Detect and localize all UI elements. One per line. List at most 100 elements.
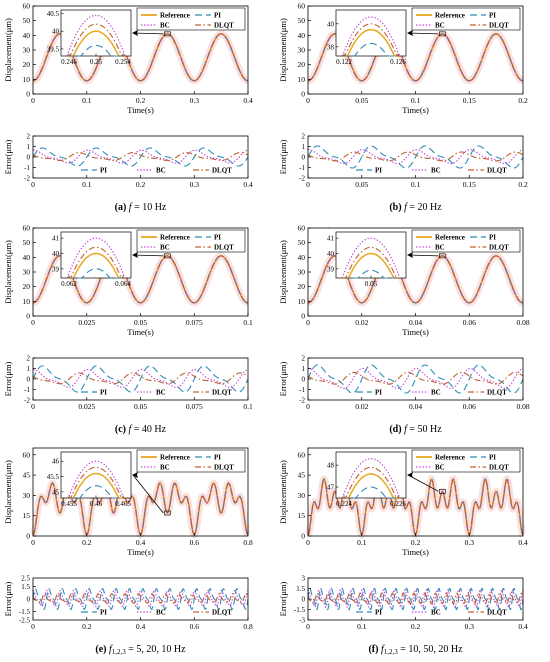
y-tick-label: 30 [23, 268, 31, 277]
y-tick-label: 50 [298, 238, 306, 247]
inset-y-tick-label: 40 [52, 250, 60, 258]
inset-y-tick-label: 39.5 [47, 45, 60, 53]
y-tick-label: 0 [26, 532, 30, 541]
y-tick-label: 30 [298, 46, 306, 55]
inset-series-reference-line [67, 252, 125, 279]
y-tick-label: 60 [23, 224, 31, 233]
y-tick-label: 20 [298, 60, 306, 69]
inset-series-reference-line [342, 252, 400, 279]
inset-y-tick-label: 41 [52, 235, 60, 243]
y-tick-label: 40 [298, 31, 306, 40]
error-x-tick-label: 0.4 [136, 622, 146, 631]
inset-series-reference-line [67, 30, 125, 57]
error-series-bc-line [32, 149, 249, 164]
error-legend-label-bc: BC [156, 389, 166, 397]
x-tick-label: 0.1 [82, 96, 92, 105]
error-y-tick-label: -2.5 [19, 617, 31, 625]
zoom-inset-frame [60, 9, 132, 57]
error-series-dlqt-line [307, 592, 524, 605]
error-y-axis-label: Error(μm) [3, 361, 13, 396]
y-tick-label: 60 [298, 450, 306, 459]
inset-x-tick-label: 0.46 [90, 500, 103, 508]
y-tick-label: 15 [298, 511, 306, 520]
panel-b: 0 0.05 0.1 0.15 0.20102030405060Time(s)Displ… [278, 2, 528, 214]
legend-label-pi: PI [489, 454, 496, 462]
x-tick-label: 0 [306, 318, 310, 327]
error-x-tick-label: 0.08 [516, 402, 529, 411]
error-series-bc-line [307, 367, 524, 389]
inset-y-tick-label: 48 [327, 462, 335, 470]
error-x-tick-label: 0.3 [465, 622, 475, 631]
caption-variable: f [404, 424, 408, 435]
zoom-arrow-line [132, 254, 164, 257]
zoom-inset-frame [60, 451, 132, 499]
error-y-tick-label: 1 [27, 365, 31, 373]
caption-variable: f [404, 202, 408, 213]
zoom-region-marker [164, 253, 171, 259]
error-y-tick-label: -2 [24, 397, 30, 405]
error-y-tick-label: 0 [27, 596, 31, 604]
error-x-tick-label: 0.1 [357, 622, 367, 631]
x-tick-label: 0.15 [463, 96, 476, 105]
error-y-tick-label: 0 [27, 376, 31, 384]
error-series-pi-line [307, 145, 524, 169]
x-tick-label: 0.02 [355, 318, 368, 327]
caption-subscript: 1,2,3 [384, 648, 399, 656]
error-y-tick-label: -1.5 [19, 608, 31, 616]
error-series-pi-line [32, 588, 249, 610]
y-tick-label: 30 [23, 491, 31, 500]
inset-y-tick-label: 41 [327, 235, 335, 243]
error-x-tick-label: 0.025 [78, 402, 95, 411]
zoom-arrow-head [132, 30, 138, 36]
legend-label-reference: Reference [160, 454, 190, 462]
inset-y-tick-label: 40.5 [47, 10, 60, 18]
y-tick-label: 45 [23, 471, 31, 480]
inset-series-pi-line [67, 44, 125, 57]
inset-series-bc-line [341, 16, 401, 57]
x-tick-label: 0.05 [134, 318, 147, 327]
inset-series-dlqt-line [67, 246, 125, 279]
error-y-tick-label: -1 [24, 386, 30, 394]
error-x-tick-label: 0.2 [82, 622, 92, 631]
error-x-tick-label: 0.04 [409, 402, 422, 411]
inset-y-tick-label: 40 [52, 28, 60, 36]
zoom-inset-frame [335, 231, 407, 279]
caption-rest: = 20 Hz [407, 202, 442, 213]
error-y-tick-label: -2 [24, 175, 30, 183]
inset-x-tick-label: 0.224 [336, 500, 352, 508]
error-x-tick-label: 0.06 [463, 402, 476, 411]
error-x-tick-label: 0.2 [136, 180, 146, 189]
legend-label-reference: Reference [160, 12, 190, 20]
y-axis-label: Displacement(μm) [3, 240, 13, 304]
error-x-tick-label: 0 [306, 180, 310, 189]
zoom-inset-frame [335, 451, 407, 499]
error-y-tick-label: -1 [299, 164, 305, 172]
x-tick-label: 0 [31, 538, 35, 547]
x-tick-label: 0.1 [357, 538, 367, 547]
inset-y-tick-label: 46 [52, 458, 60, 466]
y-tick-label: 10 [298, 297, 306, 306]
inset-x-tick-label: 0.064 [115, 280, 131, 288]
caption-prefix: (f) [368, 644, 381, 655]
y-tick-label: 0 [301, 312, 305, 321]
inset-y-tick-label: 45.5 [47, 473, 60, 481]
inset-series-pi-line [342, 486, 400, 499]
error-series-bc-line [307, 149, 524, 165]
inset-series-dlqt-line [342, 466, 400, 499]
y-axis-label: Displacement(μm) [278, 18, 288, 82]
error-legend-label-pi: PI [375, 609, 382, 617]
panel-caption: (c) f = 40 Hz [115, 424, 167, 435]
zoom-arrow-line [132, 32, 164, 35]
legend-label-dlqt: DLQT [489, 464, 509, 472]
inset-series-dlqt-line [67, 23, 125, 57]
inset-series-bc-line [66, 14, 126, 56]
error-x-tick-label: 0.05 [134, 402, 147, 411]
caption-rest: = 50 Hz [407, 424, 442, 435]
zoom-inset-frame [60, 231, 132, 279]
inset-series-bc-line [66, 460, 126, 499]
x-tick-label: 0.4 [136, 538, 146, 547]
y-tick-label: 50 [23, 16, 31, 25]
error-y-axis-label: Error(μm) [3, 581, 13, 616]
error-y-tick-label: 1 [302, 143, 306, 151]
error-y-tick-label: 0 [302, 154, 306, 162]
